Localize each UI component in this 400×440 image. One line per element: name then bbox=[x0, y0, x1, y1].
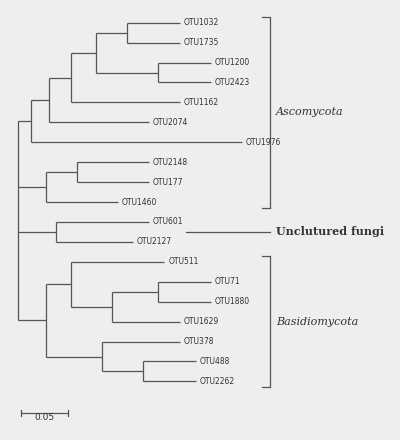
Text: OTU1629: OTU1629 bbox=[184, 317, 219, 326]
Text: OTU1162: OTU1162 bbox=[184, 98, 219, 107]
Text: OTU488: OTU488 bbox=[199, 357, 230, 366]
Text: Unclutured fungi: Unclutured fungi bbox=[276, 227, 384, 238]
Text: 0.05: 0.05 bbox=[35, 413, 55, 422]
Text: OTU1880: OTU1880 bbox=[215, 297, 250, 306]
Text: OTU511: OTU511 bbox=[168, 257, 198, 266]
Text: OTU1460: OTU1460 bbox=[122, 198, 157, 206]
Text: OTU2423: OTU2423 bbox=[215, 78, 250, 87]
Text: OTU1200: OTU1200 bbox=[215, 58, 250, 67]
Text: OTU2262: OTU2262 bbox=[199, 377, 234, 386]
Text: OTU2148: OTU2148 bbox=[153, 158, 188, 167]
Text: OTU1976: OTU1976 bbox=[246, 138, 281, 147]
Text: OTU2127: OTU2127 bbox=[137, 238, 172, 246]
Text: OTU71: OTU71 bbox=[215, 277, 240, 286]
Text: Basidiomycota: Basidiomycota bbox=[276, 317, 358, 326]
Text: OTU177: OTU177 bbox=[153, 178, 183, 187]
Text: OTU378: OTU378 bbox=[184, 337, 214, 346]
Text: OTU2074: OTU2074 bbox=[153, 118, 188, 127]
Text: Ascomycota: Ascomycota bbox=[276, 107, 343, 117]
Text: OTU1735: OTU1735 bbox=[184, 38, 219, 47]
Text: OTU1032: OTU1032 bbox=[184, 18, 219, 27]
Text: OTU601: OTU601 bbox=[153, 217, 183, 227]
